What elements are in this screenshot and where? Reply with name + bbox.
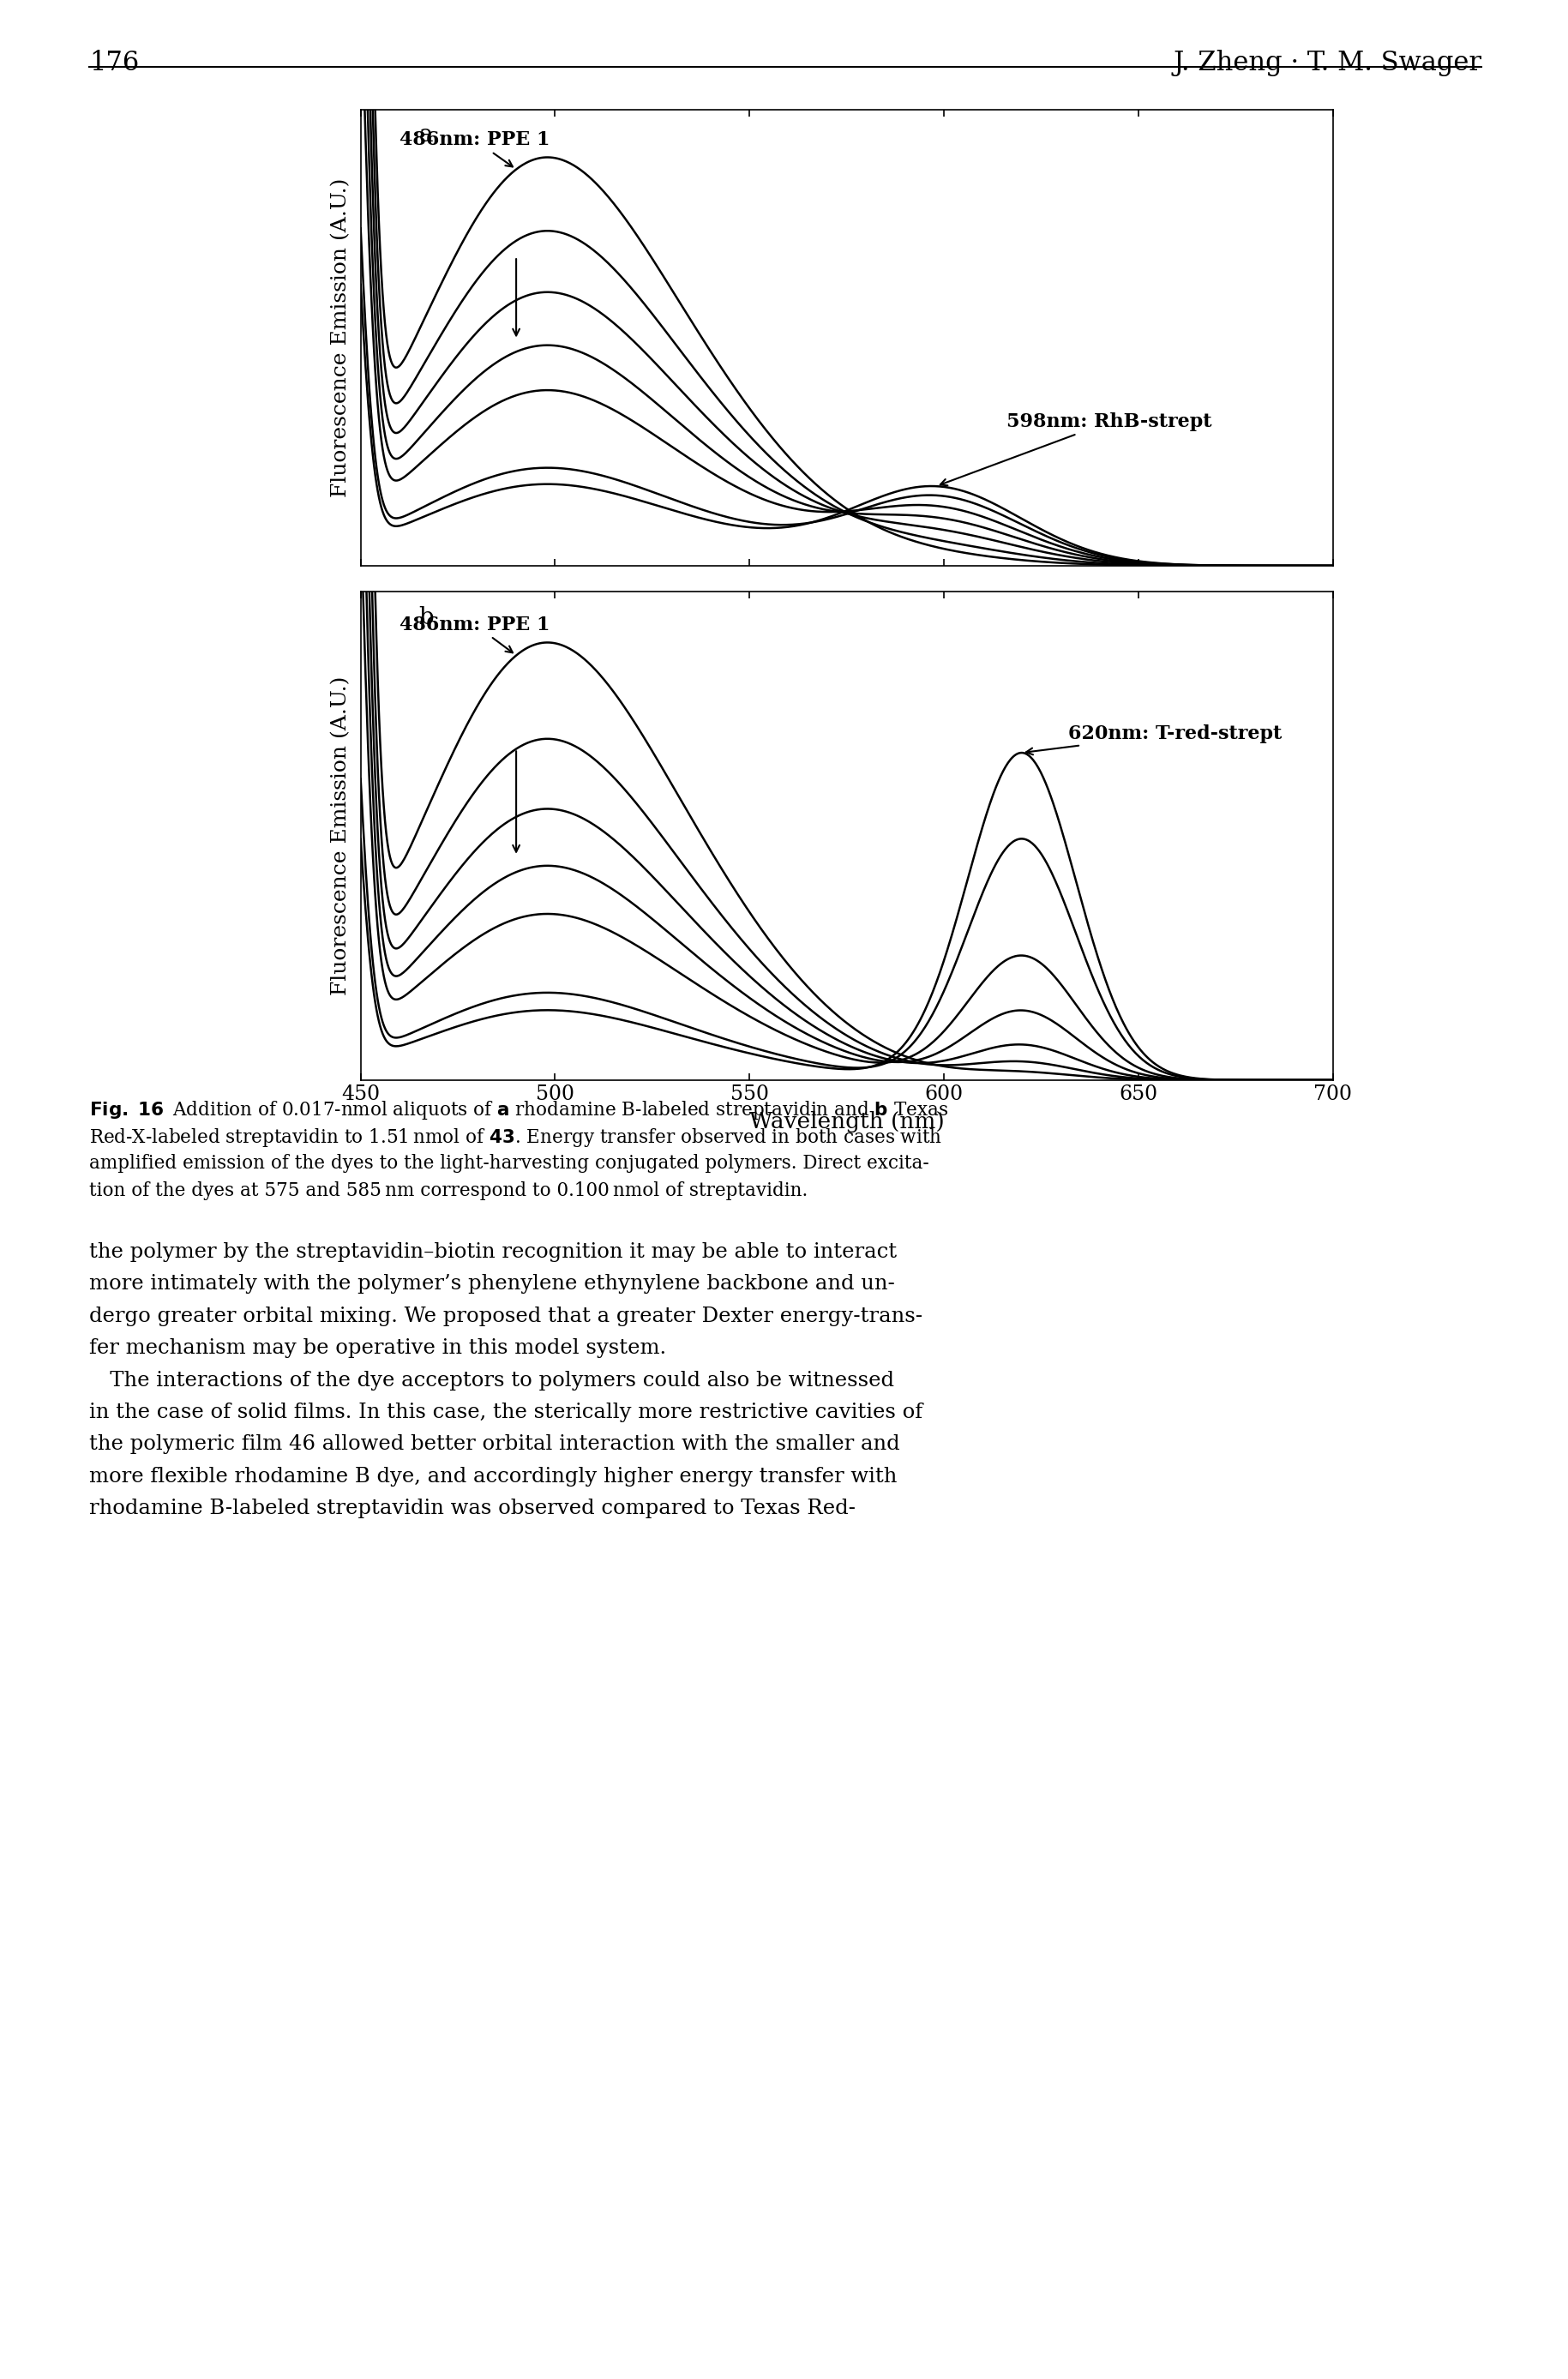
Text: more intimately with the polymer’s phenylene ethynylene backbone and un-: more intimately with the polymer’s pheny… <box>89 1275 895 1294</box>
Text: in the case of solid films. In this case, the sterically more restrictive caviti: in the case of solid films. In this case… <box>89 1404 924 1423</box>
Text: Red-X-labeled streptavidin to 1.51 nmol of $\mathbf{43}$. Energy transfer observ: Red-X-labeled streptavidin to 1.51 nmol … <box>89 1128 942 1149</box>
Y-axis label: Fluorescence Emission (A.U.): Fluorescence Emission (A.U.) <box>331 178 351 497</box>
Text: the polymeric film 46 allowed better orbital interaction with the smaller and: the polymeric film 46 allowed better orb… <box>89 1435 900 1454</box>
Text: 176: 176 <box>89 50 140 76</box>
Text: the polymer by the streptavidin–biotin recognition it may be able to interact: the polymer by the streptavidin–biotin r… <box>89 1242 897 1261</box>
Text: tion of the dyes at 575 and 585 nm correspond to 0.100 nmol of streptavidin.: tion of the dyes at 575 and 585 nm corre… <box>89 1182 808 1199</box>
Text: b: b <box>419 607 434 630</box>
Text: $\mathbf{Fig.\ 16}$ Addition of 0.017-nmol aliquots of $\mathbf{a}$ rhodamine B-: $\mathbf{Fig.\ 16}$ Addition of 0.017-nm… <box>89 1099 949 1121</box>
Text: more flexible rhodamine B dye, and accordingly higher energy transfer with: more flexible rhodamine B dye, and accor… <box>89 1468 897 1487</box>
Text: 620nm: T-red-strept: 620nm: T-red-strept <box>1025 723 1283 754</box>
Text: 598nm: RhB-strept: 598nm: RhB-strept <box>941 412 1212 485</box>
Text: a: a <box>419 124 433 147</box>
Text: dergo greater orbital mixing. We proposed that a greater Dexter energy-trans-: dergo greater orbital mixing. We propose… <box>89 1306 924 1325</box>
Text: rhodamine B-labeled streptavidin was observed compared to Texas Red-: rhodamine B-labeled streptavidin was obs… <box>89 1499 856 1518</box>
Text: J. Zheng · T. M. Swager: J. Zheng · T. M. Swager <box>1173 50 1482 76</box>
Text: fer mechanism may be operative in this model system.: fer mechanism may be operative in this m… <box>89 1339 666 1358</box>
X-axis label: Wavelength (nm): Wavelength (nm) <box>750 1111 944 1132</box>
Text: The interactions of the dye acceptors to polymers could also be witnessed: The interactions of the dye acceptors to… <box>89 1370 894 1389</box>
Text: 486nm: PPE 1: 486nm: PPE 1 <box>400 131 550 167</box>
Text: 486nm: PPE 1: 486nm: PPE 1 <box>400 616 550 652</box>
Text: amplified emission of the dyes to the light-harvesting conjugated polymers. Dire: amplified emission of the dyes to the li… <box>89 1154 930 1173</box>
Y-axis label: Fluorescence Emission (A.U.): Fluorescence Emission (A.U.) <box>331 676 351 994</box>
